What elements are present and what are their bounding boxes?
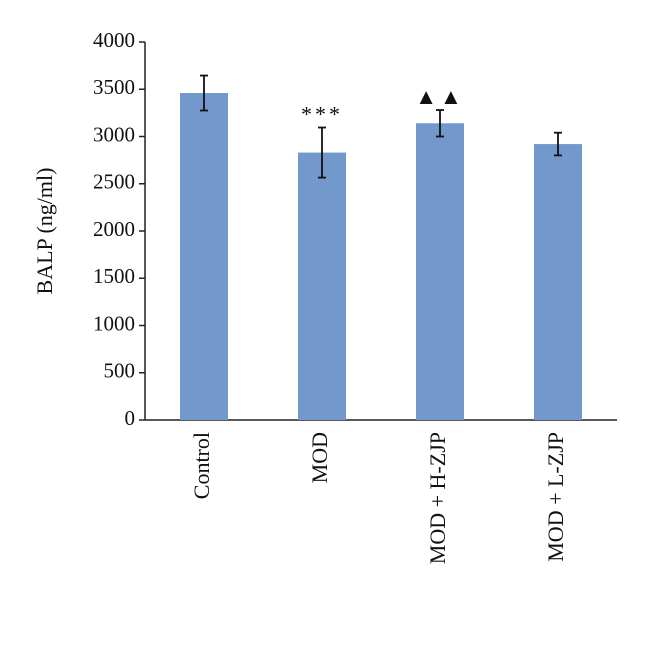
y-tick-label: 1500 (93, 264, 135, 288)
x-tick-label: MOD + L-ZJP (543, 432, 568, 562)
x-tick-label: Control (189, 432, 214, 499)
y-axis-label: BALP (ng/ml) (32, 168, 57, 295)
y-tick-label: 2000 (93, 217, 135, 241)
x-tick-label: MOD + H-ZJP (425, 432, 450, 564)
y-tick-label: 500 (104, 359, 136, 383)
bar (298, 152, 346, 420)
bar (534, 144, 582, 420)
y-tick-label: 4000 (93, 28, 135, 52)
bar (416, 123, 464, 421)
annotation: *** (301, 102, 343, 127)
y-tick-label: 1000 (93, 311, 135, 335)
y-tick-label: 3500 (93, 75, 135, 99)
y-tick-label: 2500 (93, 170, 135, 194)
annotation: ▲▲ (415, 84, 465, 109)
y-tick-label: 0 (125, 406, 136, 430)
bar (180, 93, 228, 420)
x-tick-label: MOD (307, 432, 332, 483)
y-tick-label: 3000 (93, 122, 135, 146)
